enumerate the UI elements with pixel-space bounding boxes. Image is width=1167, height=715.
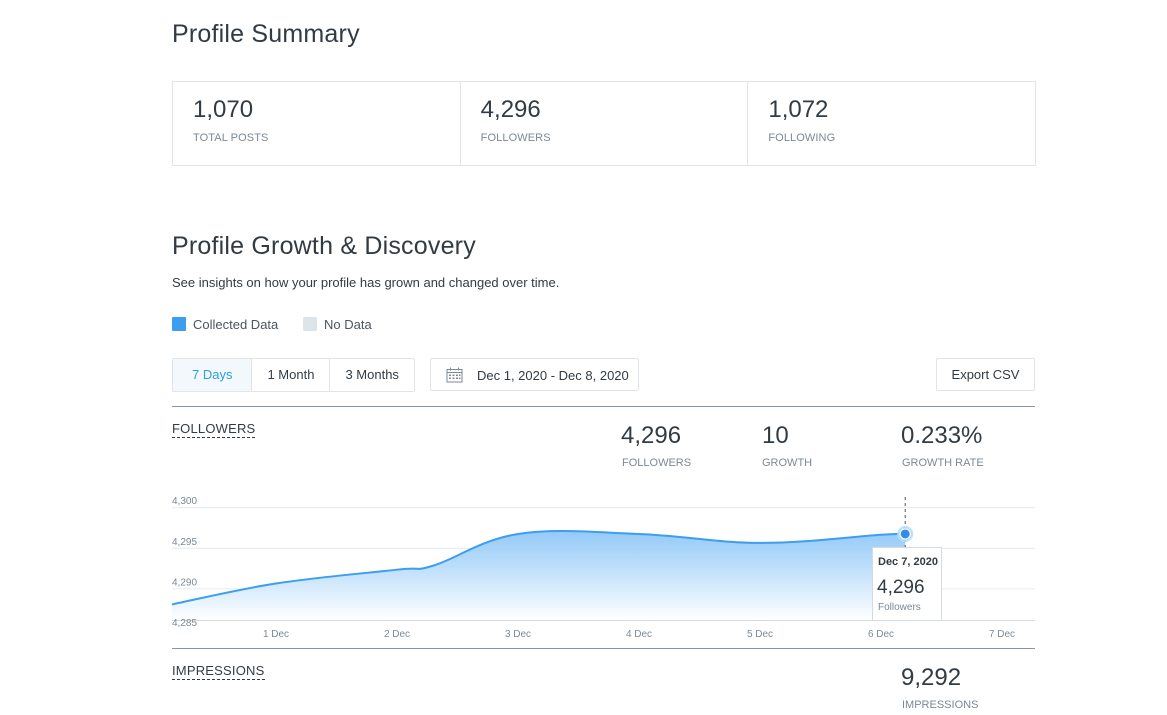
followers-stat-value: 4,296 (621, 422, 682, 449)
export-csv-button[interactable]: Export CSV (936, 358, 1035, 391)
summary-label: FOLLOWING (768, 132, 836, 144)
impressions-divider (172, 648, 1035, 649)
summary-label: TOTAL POSTS (193, 132, 269, 144)
growth-subtitle: See insights on how your profile has gro… (172, 275, 560, 290)
tooltip-label: Followers (878, 602, 921, 613)
tab-7-days[interactable]: 7 Days (173, 359, 253, 391)
legend-swatch-no-data (303, 317, 317, 331)
summary-value: 1,072 (768, 96, 829, 123)
x-tick-label: 4 Dec (626, 629, 652, 640)
x-tick-label: 2 Dec (384, 629, 410, 640)
tab-1-month[interactable]: 1 Month (252, 359, 331, 391)
growth-title: Profile Growth & Discovery (172, 232, 476, 260)
tab-3-months[interactable]: 3 Months (345, 367, 399, 382)
summary-cards: 1,070 TOTAL POSTS 4,296 FOLLOWERS 1,072 … (172, 81, 1036, 166)
x-tick-label: 6 Dec (868, 629, 894, 640)
range-tabs: 7 Days 1 Month 3 Months (172, 358, 415, 392)
summary-card-following: 1,072 FOLLOWING (748, 82, 1035, 165)
followers-section-label[interactable]: FOLLOWERS (172, 421, 256, 438)
y-tick-label: 4,295 (172, 537, 197, 548)
growth-stat-label: GROWTH (762, 457, 813, 469)
impressions-stat-value: 9,292 (901, 664, 962, 691)
x-tick-label: 3 Dec (505, 629, 531, 640)
date-range-button[interactable]: Dec 1, 2020 - Dec 8, 2020 (430, 358, 639, 391)
profile-summary-title: Profile Summary (172, 20, 360, 48)
summary-label: FOLLOWERS (480, 132, 551, 144)
impressions-section-label[interactable]: IMPRESSIONS (172, 663, 265, 680)
date-range-text: Dec 1, 2020 - Dec 8, 2020 (477, 368, 629, 383)
growth-rate-stat-label: GROWTH RATE (902, 457, 984, 469)
tooltip-value: 4,296 (877, 577, 925, 598)
x-tick-label: 5 Dec (747, 629, 773, 640)
summary-card-total-posts: 1,070 TOTAL POSTS (173, 82, 461, 165)
legend-swatch-collected (172, 317, 186, 331)
followers-divider (172, 406, 1035, 407)
y-tick-label: 4,290 (172, 577, 197, 588)
legend-label-collected: Collected Data (193, 317, 279, 332)
hover-point[interactable] (899, 528, 911, 540)
y-tick-label: 4,285 (172, 618, 197, 629)
calendar-icon (446, 367, 463, 386)
x-tick-label: 7 Dec (989, 629, 1015, 640)
followers-line (171, 530, 906, 606)
growth-stat-value: 10 (762, 422, 789, 449)
chart-tooltip: Dec 7, 2020 4,296 Followers (872, 547, 942, 621)
followers-stat-label: FOLLOWERS (622, 457, 692, 469)
x-tick-label: 1 Dec (263, 629, 289, 640)
tooltip-date: Dec 7, 2020 (878, 556, 938, 568)
summary-value: 4,296 (480, 96, 541, 123)
y-tick-label: 4,300 (172, 496, 197, 507)
summary-card-followers: 4,296 FOLLOWERS (461, 82, 749, 165)
followers-area (172, 531, 906, 620)
growth-rate-stat-value: 0.233% (901, 422, 983, 449)
summary-value: 1,070 (193, 96, 254, 123)
impressions-stat-label: IMPRESSIONS (902, 699, 979, 711)
legend-label-no-data: No Data (324, 317, 372, 332)
